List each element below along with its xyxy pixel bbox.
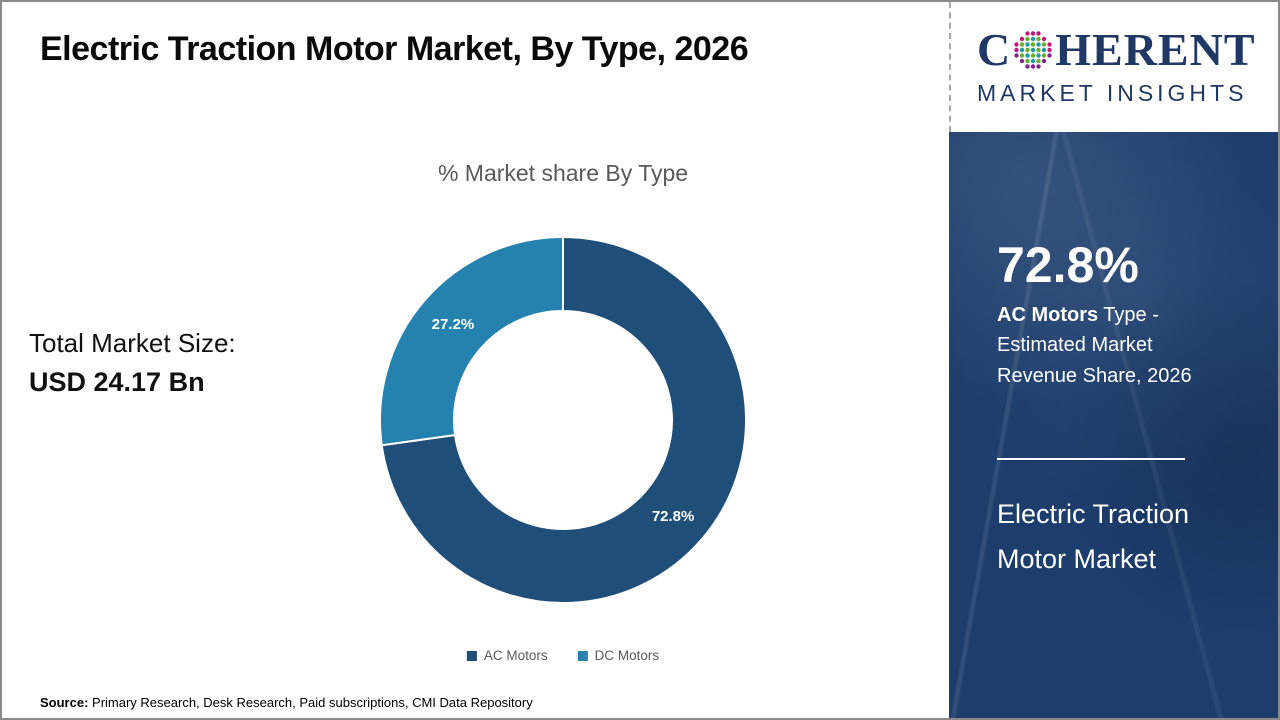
logo-letters-herent: HERENT [1055,24,1256,75]
donut-chart-svg: 72.8% 27.2% [379,235,747,604]
highlight-stat-label: AC Motors Type - Estimated Market Revenu… [997,300,1209,391]
legend-swatch-dc-motors [577,650,588,661]
legend-item-dc-motors: DC Motors [577,648,660,663]
source-note-label: Source: [40,695,89,710]
total-market-size: Total Market Size: USD 24.17 Bn [29,324,236,402]
legend-label-dc-motors: DC Motors [594,648,660,663]
logo-subtitle: MARKET INSIGHTS [977,80,1248,106]
donut-chart: 72.8% 27.2% [373,230,753,610]
donut-slice-ac-motors [380,235,747,604]
chart-title: % Market share By Type [437,160,689,186]
side-panel: 72.8% AC Motors Type - Estimated Market … [949,132,1278,718]
chart-legend: AC Motors DC Motors [466,648,660,663]
logo-letter-c: C [977,24,1012,75]
source-note-text: Primary Research, Desk Research, Paid su… [88,695,533,710]
source-note: Source: Primary Research, Desk Research,… [40,695,533,710]
logo-globe-icon [1014,31,1052,69]
total-market-size-label: Total Market Size: [29,328,236,358]
highlight-stat-value: 72.8% [997,237,1139,293]
legend-item-ac-motors: AC Motors [466,648,548,663]
donut-slice-label: 72.8% [652,508,695,525]
highlight-stat-label-rest: Type - Estimated Market Revenue Share, 2… [997,304,1192,387]
side-panel-title: Electric Traction Motor Market [997,499,1190,574]
logo: C HERENT MARKET INSIGHTS [949,2,1278,132]
divider-line [997,458,1185,460]
logo-wordmark: C HERENT [977,24,1278,75]
legend-swatch-ac-motors [466,650,477,661]
highlight-stat-label-bold: AC Motors [997,304,1099,326]
donut-slice-dc-motors [379,235,564,447]
legend-label-ac-motors: AC Motors [483,648,548,663]
total-market-size-value: USD 24.17 Bn [29,367,205,397]
page-title: Electric Traction Motor Market, By Type,… [40,30,749,68]
donut-slice-label: 27.2% [432,316,475,333]
